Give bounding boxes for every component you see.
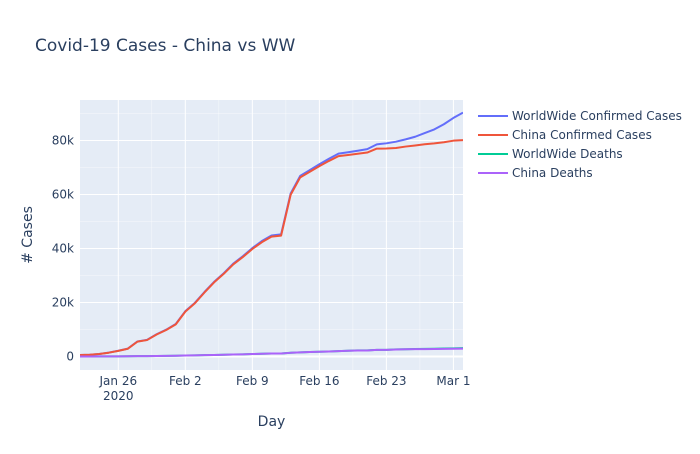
y-tick-label: 40k	[52, 242, 74, 256]
legend-item-1[interactable]: WorldWide Confirmed Cases	[478, 109, 682, 123]
legend-item-3[interactable]: WorldWide Deaths	[478, 147, 623, 161]
x-tick-label: Feb 2	[169, 374, 202, 388]
legend-item-4[interactable]: China Deaths	[478, 166, 593, 180]
legend-label: China Confirmed Cases	[512, 128, 652, 142]
grid-lines	[80, 100, 463, 370]
x-tick-label: Feb 9	[236, 374, 269, 388]
y-tick-label: 80k	[52, 134, 74, 148]
x-tick-label: Mar 1	[436, 374, 470, 388]
legend-item-2[interactable]: China Confirmed Cases	[478, 128, 652, 142]
legend[interactable]: WorldWide Confirmed Cases China Confirmed…	[478, 109, 682, 180]
x-tick-label: Feb 16	[299, 374, 339, 388]
legend-label: China Deaths	[512, 166, 593, 180]
x-tick-label: Jan 26	[99, 374, 138, 388]
x-tick-label: Feb 23	[366, 374, 406, 388]
y-tick-label: 20k	[52, 296, 74, 310]
y-tick-label: 60k	[52, 188, 74, 202]
y-axis-ticks: 0 20k 40k 60k 80k	[52, 134, 74, 364]
y-tick-label: 0	[66, 350, 74, 364]
series-line-2	[80, 139, 463, 357]
series-lines	[80, 111, 463, 358]
series-line-4	[80, 347, 463, 358]
legend-label: WorldWide Confirmed Cases	[512, 109, 682, 123]
legend-label: WorldWide Deaths	[512, 147, 623, 161]
chart-title: Covid-19 Cases - China vs WW	[35, 36, 296, 56]
x-tick-sublabel: 2020	[103, 389, 134, 403]
x-axis-label: Day	[258, 414, 286, 430]
y-axis-label: # Cases	[20, 206, 36, 264]
